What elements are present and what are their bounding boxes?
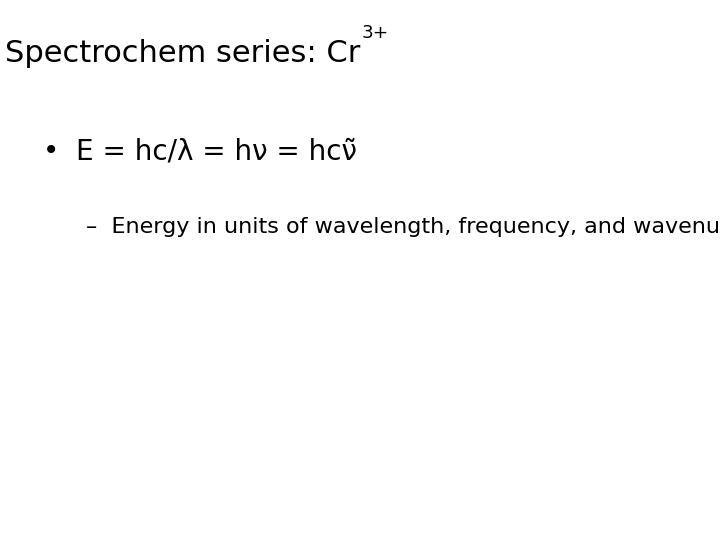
Text: –  Energy in units of wavelength, frequency, and wavenumbers: – Energy in units of wavelength, frequen… [86,217,720,237]
Text: •: • [43,137,60,165]
Text: 3+: 3+ [361,24,389,42]
Text: E = hc/λ = hν = hcν̃: E = hc/λ = hν = hcν̃ [76,137,356,165]
Text: Spectrochem series: Cr: Spectrochem series: Cr [4,39,360,68]
